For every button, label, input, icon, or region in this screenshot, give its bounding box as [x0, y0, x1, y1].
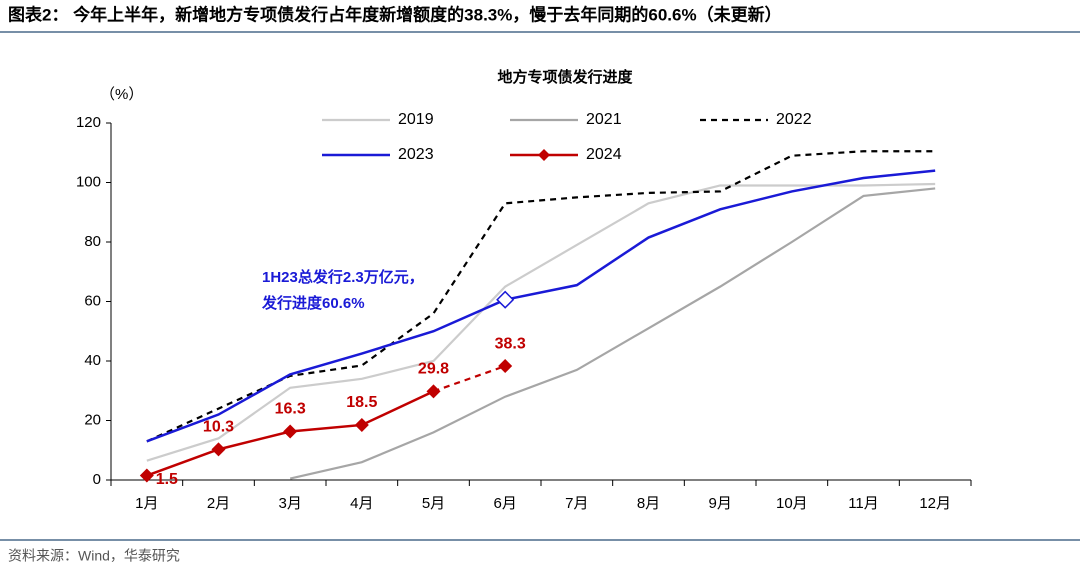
x-tick-label: 3月: [278, 495, 301, 512]
data-label: 38.3: [495, 335, 526, 352]
data-label: 18.5: [346, 394, 377, 411]
x-tick-label: 6月: [493, 495, 516, 512]
marker: [283, 424, 298, 439]
legend-label: 2021: [586, 111, 622, 128]
y-tick-label: 120: [76, 114, 101, 131]
y-tick-label: 40: [84, 352, 101, 369]
x-tick-label: 9月: [708, 495, 731, 512]
marker: [139, 468, 154, 483]
legend-label: 2023: [398, 146, 434, 163]
data-label: 10.3: [203, 419, 234, 436]
projection-line: [433, 365, 506, 393]
legend-label: 2019: [398, 111, 434, 128]
y-label: （%）: [100, 86, 143, 103]
annotation: 发行进度60.6%: [261, 294, 365, 312]
x-tick-label: 10月: [776, 495, 808, 512]
legend-label: 2022: [776, 111, 812, 128]
series-line: [289, 187, 936, 480]
y-tick-label: 60: [84, 292, 101, 309]
source: 资料来源：Wind，华泰研究: [8, 548, 180, 564]
marker: [498, 359, 513, 374]
highlight-marker: [496, 290, 515, 309]
x-tick-label: 12月: [919, 495, 951, 512]
x-tick-label: 11月: [848, 495, 879, 512]
data-label: 1.5: [156, 471, 178, 488]
data-label: 29.8: [418, 361, 449, 378]
x-tick-label: 1月: [135, 495, 158, 512]
series-line: [146, 169, 936, 443]
x-tick-label: 7月: [565, 495, 588, 512]
annotation: 1H23总发行2.3万亿元，: [262, 268, 424, 286]
y-tick-label: 80: [84, 233, 101, 250]
y-tick-label: 100: [76, 173, 101, 190]
x-tick-label: 8月: [637, 495, 660, 512]
page-title: 图表2： 今年上半年，新增地方专项债发行占年度新增额度的38.3%，慢于去年同期…: [8, 4, 782, 24]
x-tick-label: 4月: [350, 495, 373, 512]
x-tick-label: 5月: [422, 495, 445, 512]
x-tick-label: 2月: [207, 495, 230, 512]
legend-marker: [538, 149, 550, 161]
series-line: [146, 182, 936, 462]
data-label: 16.3: [275, 401, 306, 418]
marker: [211, 442, 226, 457]
y-tick-label: 0: [93, 471, 101, 488]
y-tick-label: 20: [84, 411, 101, 428]
marker: [426, 384, 441, 399]
chart-title: 地方专项债发行进度: [497, 68, 633, 86]
marker: [354, 417, 369, 432]
legend-label: 2024: [586, 146, 622, 163]
